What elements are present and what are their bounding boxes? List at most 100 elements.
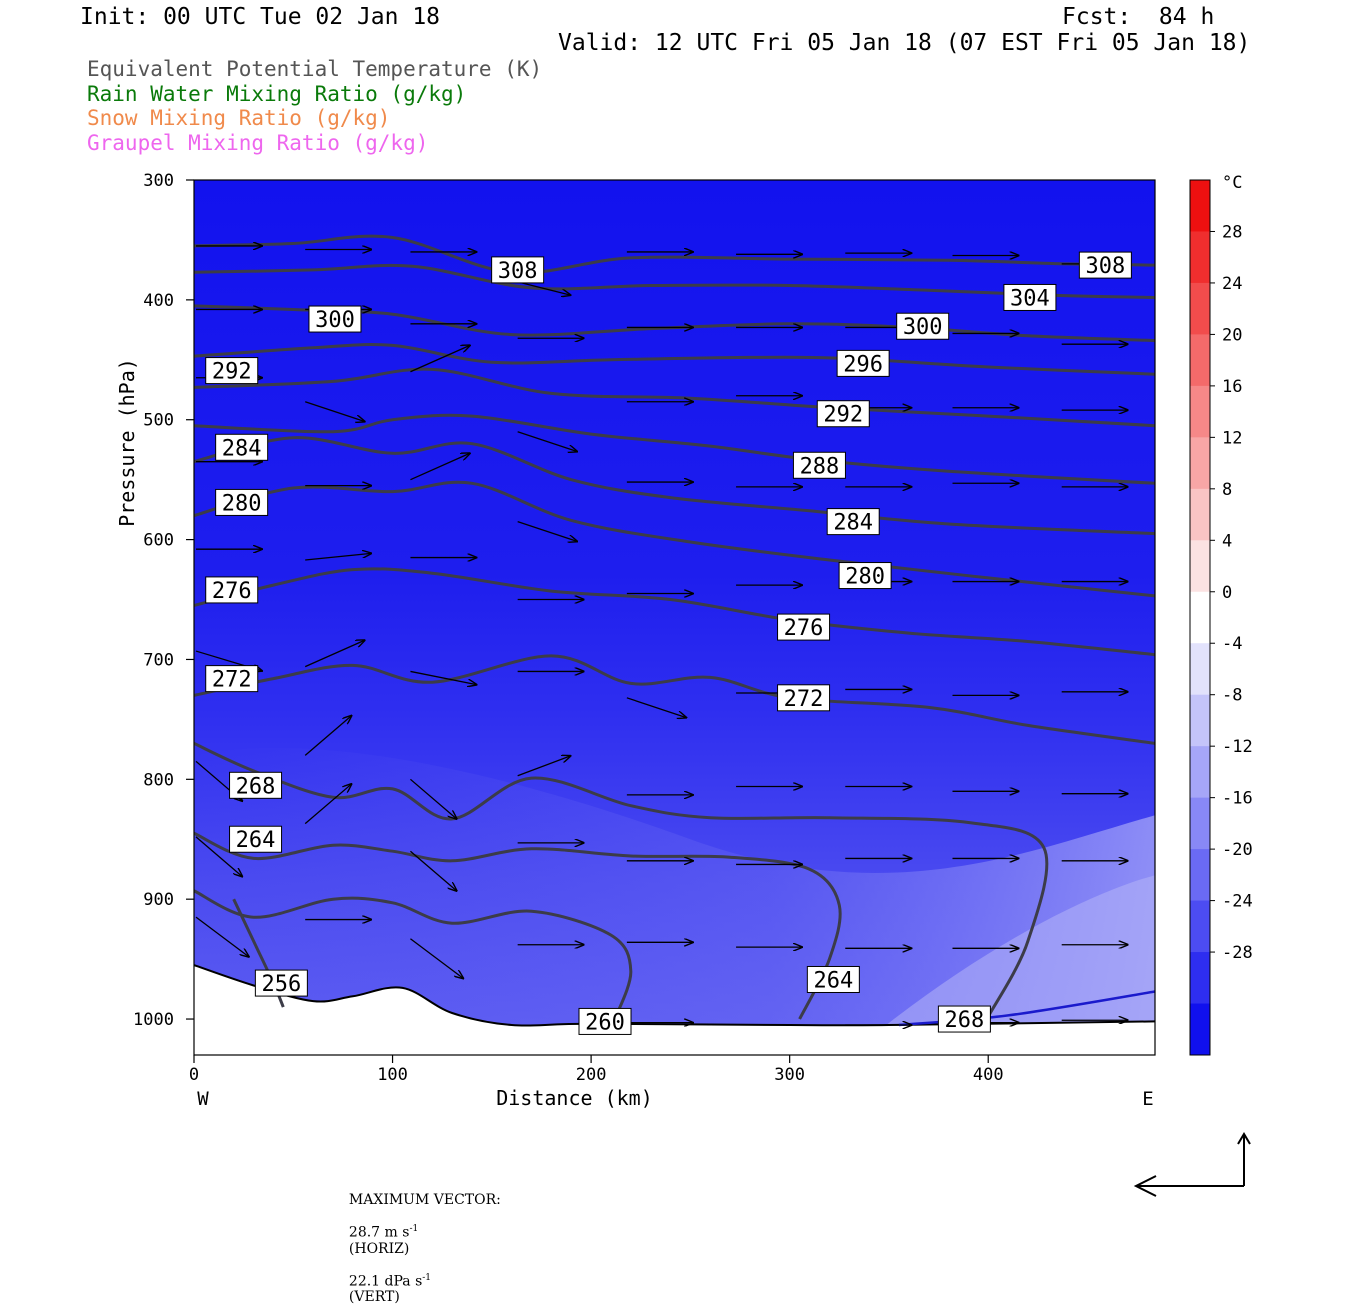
colorbar-unit: °C — [1222, 173, 1242, 193]
contour-label: 284 — [222, 436, 262, 461]
wind-vector — [304, 784, 351, 825]
contour-label: 268 — [945, 1008, 985, 1033]
contour-label: 272 — [212, 668, 252, 693]
max-vector-footer: MAXIMUM VECTOR: 28.7 m s-1 (HORIZ) 22.1 … — [340, 1176, 501, 1305]
colorbar-tick-label: -20 — [1222, 840, 1253, 860]
contour-label-box — [836, 349, 890, 377]
wind-vector — [517, 520, 577, 542]
temperature-colorbar: °C 28 24 20 16 12 8 4 0 -4 -8 -12 -16 -20 -24 -28 — [1189, 173, 1253, 1056]
x-tick-label: 400 — [973, 1065, 1004, 1085]
x-end-label-west: W — [197, 1088, 209, 1110]
contour-label-box — [896, 312, 950, 340]
colorbar-cell — [1190, 591, 1210, 644]
colorbar-tick-label: -4 — [1222, 634, 1242, 654]
theta-e-contour-276 — [194, 567, 1155, 657]
freezing-line — [898, 990, 1156, 1027]
field-label-graupel: Graupel Mixing Ratio (g/kg) — [87, 131, 429, 155]
wind-vector — [410, 778, 456, 819]
contour-label: 280 — [222, 491, 262, 516]
wind-vector — [305, 553, 371, 561]
colorbar-cell — [1190, 952, 1210, 1005]
contour-label-box — [937, 1005, 991, 1033]
colorbar-tick-label: -16 — [1222, 789, 1253, 809]
contour-label-box — [308, 305, 362, 333]
colorbar-tick-label: -24 — [1222, 892, 1253, 912]
contour-label-box — [205, 576, 259, 604]
wind-vector — [517, 431, 577, 452]
colorbar-cell — [1190, 746, 1210, 799]
theta-e-contour-280 — [194, 480, 1155, 598]
theta-e-contour-308 — [194, 234, 1155, 275]
wind-vector — [304, 716, 351, 756]
contour-label: 280 — [845, 565, 885, 590]
contour-label-box — [254, 969, 308, 997]
colorbar-frame — [1189, 179, 1211, 1056]
y-tick-label: 700 — [143, 650, 174, 670]
colorbar-tick-label: 20 — [1222, 325, 1242, 345]
wind-vector — [304, 401, 364, 422]
y-tick-label: 300 — [143, 171, 174, 191]
contour-label-box — [1078, 251, 1132, 279]
contour-label-box — [205, 665, 259, 693]
contour-label-box — [806, 965, 860, 993]
wind-vector — [410, 938, 463, 979]
field-label-rain: Rain Water Mixing Ratio (g/kg) — [87, 82, 467, 106]
theta-e-contour-296 — [194, 343, 1155, 376]
colorbar-cell — [1190, 334, 1210, 387]
contour-label: 268 — [236, 774, 276, 799]
warm-low-level-shading — [194, 747, 1155, 1055]
contour-label-box — [205, 357, 259, 385]
colorbar-tick-label: 12 — [1222, 428, 1242, 448]
theta-e-contour-268 — [194, 742, 1049, 1018]
wind-vector — [410, 345, 469, 373]
contour-label: 288 — [800, 454, 840, 479]
wind-vector — [517, 756, 571, 777]
contour-label-box — [838, 562, 892, 590]
contour-label: 296 — [843, 352, 883, 377]
max-vert-value: 22.1 dPa s — [348, 1273, 423, 1290]
wind-vectors — [195, 246, 1128, 1025]
colorbar-cell — [1190, 488, 1210, 541]
max-vector-title: MAXIMUM VECTOR: — [348, 1192, 501, 1208]
max-horiz-unit: (HORIZ) — [348, 1240, 410, 1257]
theta-e-contour-292 — [194, 367, 1155, 428]
near-freezing-shading — [849, 875, 1155, 1055]
contour-label-box — [792, 451, 846, 479]
colorbar-cell — [1190, 180, 1210, 232]
theta-e-contour-264 — [194, 831, 842, 1020]
reference-vector-icon — [1133, 1132, 1251, 1197]
wind-vector — [304, 640, 364, 668]
contour-label-box — [491, 256, 545, 284]
y-tick-label: 900 — [143, 890, 174, 910]
contour-label: 308 — [1085, 254, 1125, 279]
wind-vector — [410, 453, 469, 481]
colorbar-tick-label: -8 — [1222, 686, 1242, 706]
contour-label-box — [1003, 283, 1057, 311]
colorbar-cell — [1190, 643, 1210, 696]
colorbar-tick-label: -28 — [1222, 943, 1253, 963]
contour-label: 300 — [315, 308, 355, 333]
colorbar-cell — [1190, 385, 1210, 438]
forecast-hour-label: Fcst: 84 h — [1062, 4, 1215, 30]
colorbar-cell — [1190, 231, 1210, 284]
contour-label-box — [777, 613, 831, 641]
contour-label-box — [229, 771, 283, 799]
theta-e-contour-272 — [194, 654, 1155, 745]
contour-label-box — [578, 1007, 632, 1035]
y-tick-label: 500 — [143, 411, 174, 431]
y-tick-label: 1000 — [133, 1010, 174, 1030]
contour-label: 272 — [784, 687, 824, 712]
colorbar-cell — [1190, 900, 1210, 953]
contour-label: 284 — [833, 511, 873, 536]
contour-label: 276 — [212, 579, 252, 604]
colorbar-tick-label: 8 — [1222, 480, 1232, 500]
theta-e-contour-256 — [232, 898, 285, 1008]
colorbar-tick-label: 24 — [1222, 274, 1242, 294]
colorbar-tick-label: 4 — [1222, 531, 1232, 551]
contour-label: 256 — [261, 972, 301, 997]
colorbar-tick-label: 28 — [1222, 222, 1242, 242]
x-tick-label: 200 — [576, 1065, 607, 1085]
theta-e-contour-260 — [194, 889, 633, 1020]
x-tick-label: 300 — [774, 1065, 805, 1085]
contour-label: 304 — [1010, 286, 1050, 311]
